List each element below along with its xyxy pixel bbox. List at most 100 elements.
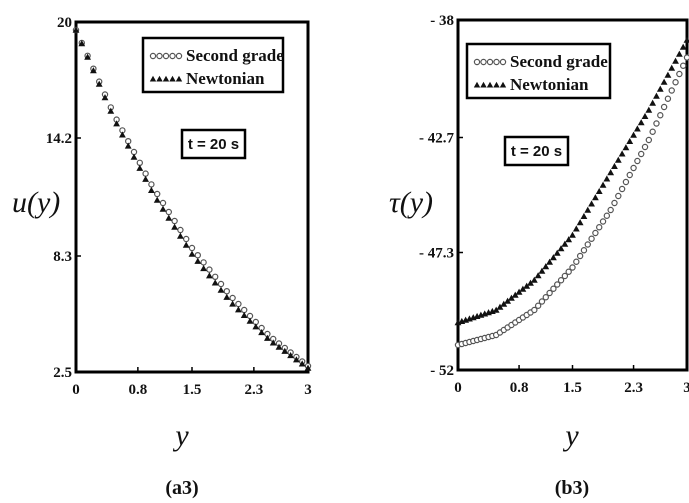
data-point-second-grade [664,95,672,102]
data-point-newtonian [229,300,236,307]
data-point-second-grade [561,272,569,280]
data-point-second-grade [683,54,689,61]
data-point-second-grade [542,294,549,301]
data-point-newtonian [72,26,80,33]
time-annotation-a3: t = 20 s [180,128,247,160]
data-point-second-grade [611,199,618,207]
data-point-newtonian [538,267,546,274]
data-point-second-grade [580,247,588,254]
data-point-newtonian [90,67,97,74]
data-point-second-grade [645,136,653,144]
data-point-second-grade [531,306,538,314]
legend-label-second-grade-b3: Second grade [510,52,608,71]
data-point-newtonian [653,92,660,99]
legend-marker-glyph [486,81,494,88]
legend-b3: Second grade Newtonian [465,42,612,100]
data-point-newtonian [264,334,271,341]
y-tick-label: - 38 [430,13,454,29]
data-point-newtonian [298,360,306,367]
data-point-second-grade [171,217,178,225]
data-point-newtonian [281,347,289,354]
data-point-second-grade [638,150,645,158]
data-point-newtonian [130,153,138,160]
legend-marker-glyph [162,52,170,60]
x-tick-labels-a3: 0 0.8 1.5 2.3 3 [72,367,312,398]
data-point-second-grade [630,164,637,172]
data-point-newtonian [557,245,565,252]
data-point-newtonian [588,200,595,207]
data-point-second-grade [534,302,542,309]
data-point-newtonian [177,232,184,239]
data-point-newtonian [293,356,300,363]
data-point-second-grade [599,218,607,225]
data-point-newtonian [496,303,504,310]
caption-a3: (a3) [165,477,198,499]
legend-marker-second-grade-b3 [473,58,507,66]
data-point-newtonian [630,131,637,138]
legend-marker-glyph [162,75,170,82]
series-second-grade-b3 [454,54,689,349]
data-point-second-grade [622,178,630,186]
data-point-second-grade [538,298,546,305]
data-point-newtonian [592,194,599,201]
legend-label-newtonian-a3: Newtonian [186,69,265,88]
data-point-newtonian [504,297,512,304]
data-point-newtonian [511,291,519,298]
data-point-newtonian [287,352,294,359]
y-axis-label-b3: τ(y) [389,186,433,219]
x-tick-label: 0 [72,382,80,398]
x-tick-label: 0.8 [510,380,529,396]
data-point-newtonian [153,196,161,203]
data-point-second-grade [194,251,201,259]
data-point-second-grade [223,288,230,295]
x-tick-label: 2.3 [244,382,263,398]
data-point-second-grade [634,157,641,165]
data-point-newtonian [107,107,115,114]
data-point-second-grade [584,241,591,248]
data-point-second-grade [240,306,248,314]
data-point-newtonian [641,112,649,119]
data-point-newtonian [530,276,538,283]
data-point-newtonian [599,181,607,188]
y-tick-label: 20 [57,15,72,31]
data-point-newtonian [500,300,508,307]
data-point-second-grade [177,226,184,234]
x-tick-labels-b3: 0 0.8 1.5 2.3 3 [454,365,689,396]
y-tick-label: - 47.3 [419,246,454,262]
data-point-newtonian [148,186,155,194]
data-point-newtonian [124,142,132,149]
data-point-second-grade [182,235,190,243]
data-point-newtonian [515,288,523,295]
x-axis-label-a3: y [172,419,189,452]
data-point-second-grade [596,224,603,231]
data-point-newtonian [542,263,550,270]
legend-marker-glyph [156,52,163,60]
data-point-second-grade [206,266,213,273]
data-point-second-grade [607,206,614,214]
data-point-newtonian [672,57,679,64]
data-point-newtonian [246,317,254,324]
data-point-newtonian [269,339,277,346]
data-point-newtonian [200,265,207,272]
legend-marker-glyph [156,75,163,82]
series-newtonian-b3 [454,36,689,326]
legend-marker-glyph [486,58,494,66]
legend-marker-glyph [480,58,487,66]
annotation-box-a3 [180,128,247,160]
data-point-newtonian [492,306,500,313]
data-point-second-grade [200,259,207,266]
data-point-newtonian [304,364,312,371]
data-point-newtonian [679,43,687,50]
time-annotation-b3: t = 20 s [503,135,570,167]
x-tick-label: 3 [304,382,312,398]
data-point-newtonian [550,254,557,261]
legend-marker-glyph [175,52,183,60]
data-point-newtonian [675,50,683,57]
data-point-newtonian [637,119,645,126]
panel-a3: 2.5 8.3 14.2 20 0 0.8 1.5 2.3 3 Second grade Ne… [12,15,312,499]
data-point-second-grade [626,171,633,179]
y-tick-label: 2.5 [53,365,72,381]
data-point-newtonian [649,99,657,106]
y-tick-label: - 42.7 [419,131,454,147]
